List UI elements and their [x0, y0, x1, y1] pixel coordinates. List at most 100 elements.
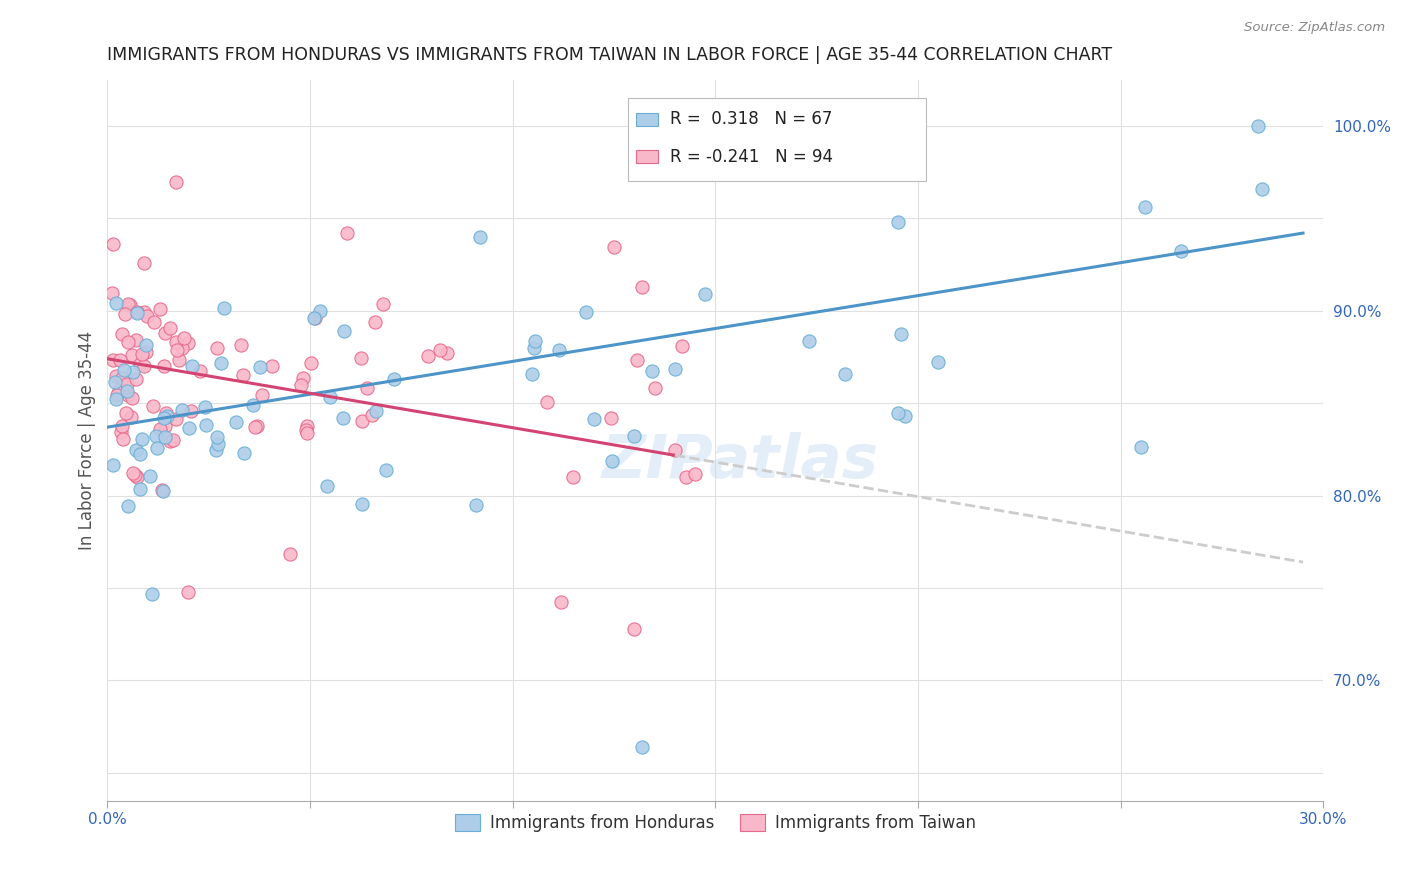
Point — [127, 470, 149, 484]
Point — [332, 411, 354, 425]
Text: R = -0.241   N = 94: R = -0.241 N = 94 — [671, 148, 834, 166]
Point — [436, 345, 458, 359]
Point — [104, 376, 127, 390]
Point — [894, 409, 917, 423]
Y-axis label: In Labor Force | Age 35-44: In Labor Force | Age 35-44 — [79, 331, 96, 549]
Point — [153, 359, 176, 373]
Point — [146, 442, 169, 456]
Point — [149, 422, 172, 436]
Point — [101, 237, 124, 252]
Point — [162, 434, 184, 448]
Point — [350, 351, 373, 365]
Point — [333, 324, 356, 338]
Point — [886, 406, 908, 420]
Point — [167, 353, 190, 368]
Point — [207, 341, 229, 355]
Point — [233, 446, 256, 460]
Point — [153, 326, 176, 340]
Point — [165, 335, 187, 350]
Point — [364, 404, 387, 418]
Point — [128, 447, 150, 461]
Point — [664, 443, 686, 458]
Point — [242, 398, 264, 412]
Bar — [637, 112, 658, 126]
Point — [547, 343, 569, 358]
Point — [170, 341, 193, 355]
Point — [129, 357, 152, 371]
Point — [108, 353, 131, 368]
Point — [664, 362, 686, 376]
Point — [194, 400, 217, 414]
Point — [104, 392, 127, 406]
Point — [132, 305, 155, 319]
Point — [170, 402, 193, 417]
Point — [122, 466, 145, 480]
Point — [295, 423, 318, 437]
Point — [799, 334, 821, 348]
Point — [630, 280, 652, 294]
Point — [886, 215, 908, 229]
Text: Source: ZipAtlas.com: Source: ZipAtlas.com — [1244, 21, 1385, 34]
Point — [1129, 440, 1152, 454]
Point — [683, 467, 706, 482]
Point — [360, 409, 382, 423]
Point — [142, 399, 165, 413]
Point — [180, 403, 202, 417]
Point — [575, 304, 598, 318]
Legend: Immigrants from Honduras, Immigrants from Taiwan: Immigrants from Honduras, Immigrants fro… — [449, 807, 983, 839]
Point — [231, 337, 253, 351]
Point — [117, 499, 139, 513]
Point — [136, 309, 159, 323]
Point — [150, 483, 173, 497]
Point — [149, 301, 172, 316]
Point — [125, 372, 148, 386]
Point — [108, 383, 131, 397]
Point — [111, 419, 134, 434]
Point — [562, 470, 585, 484]
Point — [600, 411, 623, 425]
Point — [152, 483, 174, 498]
Point — [290, 378, 312, 392]
Point — [249, 359, 271, 374]
Point — [1133, 200, 1156, 214]
Point — [671, 339, 693, 353]
Point — [292, 371, 315, 385]
Point — [524, 334, 547, 349]
Point — [315, 479, 337, 493]
Point — [205, 430, 228, 444]
Point — [103, 353, 125, 368]
FancyBboxPatch shape — [628, 98, 925, 180]
Point — [631, 739, 654, 754]
Point — [114, 307, 136, 321]
Point — [156, 409, 179, 424]
Point — [177, 584, 200, 599]
Point — [371, 297, 394, 311]
Point — [225, 416, 247, 430]
Point — [166, 343, 188, 357]
Point — [623, 428, 645, 442]
Point — [153, 411, 176, 425]
Point — [153, 418, 176, 433]
Point — [834, 367, 856, 381]
Point — [127, 306, 149, 320]
Point — [375, 463, 398, 477]
Point — [101, 458, 124, 473]
Bar — [637, 151, 658, 163]
Point — [304, 310, 326, 325]
Point — [165, 175, 187, 189]
Point — [159, 321, 181, 335]
Point — [626, 352, 648, 367]
Point — [142, 315, 165, 329]
Point — [121, 391, 143, 405]
Point — [603, 239, 626, 253]
Point — [464, 498, 486, 512]
Point — [114, 406, 136, 420]
Point — [134, 359, 156, 373]
Point — [318, 390, 340, 404]
Point — [520, 367, 543, 381]
Point — [335, 226, 357, 240]
Point — [124, 468, 146, 483]
Point — [125, 304, 148, 318]
Point — [299, 356, 322, 370]
Point — [117, 388, 139, 402]
